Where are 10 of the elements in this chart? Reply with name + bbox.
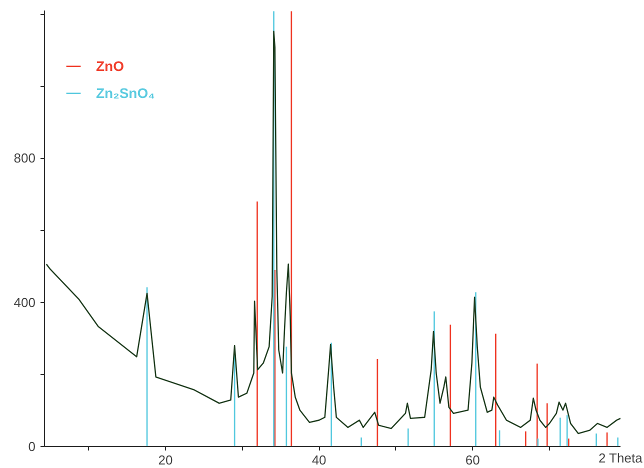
x-tick-label: 20 (158, 452, 173, 468)
legend-label: Zn₂SnO₄ (96, 85, 155, 101)
line-series (46, 30, 620, 434)
x-tick-label: 40 (312, 452, 326, 468)
y-tick-label: 400 (14, 294, 36, 310)
legend-label: ZnO (96, 58, 124, 74)
y-tick-label: 0 (28, 439, 36, 454)
x-axis-title: 2 Theta (598, 450, 644, 466)
y-tick-label: 800 (14, 150, 36, 166)
x-tick-label: 60 (465, 452, 480, 468)
